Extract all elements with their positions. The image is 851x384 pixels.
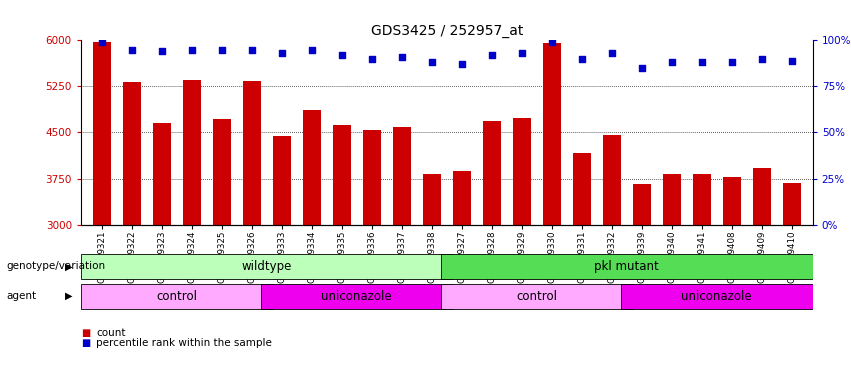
Point	[545, 39, 558, 45]
Bar	[573, 153, 591, 225]
Bar	[183, 79, 201, 225]
Bar	[93, 41, 111, 225]
Point	[215, 46, 229, 53]
Bar	[441, 254, 813, 279]
Point	[635, 65, 648, 71]
Bar	[81, 254, 453, 279]
Text: control: control	[517, 290, 557, 303]
Text: ▶: ▶	[65, 291, 72, 301]
Bar	[153, 123, 171, 225]
Bar	[273, 136, 291, 225]
Text: genotype/variation: genotype/variation	[7, 262, 106, 271]
Bar	[363, 130, 380, 225]
Point	[425, 60, 438, 66]
Point	[725, 60, 739, 66]
Point	[275, 50, 288, 56]
Point	[665, 60, 678, 66]
Point	[245, 46, 259, 53]
Bar	[753, 167, 771, 225]
Bar	[513, 118, 531, 225]
Bar	[543, 43, 561, 225]
Text: uniconazole: uniconazole	[682, 290, 752, 303]
Point	[155, 48, 168, 55]
Text: uniconazole: uniconazole	[322, 290, 392, 303]
Bar	[441, 284, 633, 308]
Bar	[81, 284, 273, 308]
Bar	[603, 135, 620, 225]
Text: wildtype: wildtype	[242, 260, 292, 273]
Point	[785, 58, 798, 64]
Point	[485, 52, 499, 58]
Text: pkl mutant: pkl mutant	[594, 260, 660, 273]
Text: control: control	[157, 290, 197, 303]
Point	[365, 56, 379, 62]
Point	[575, 56, 589, 62]
Bar	[123, 82, 140, 225]
Bar	[783, 183, 801, 225]
Bar	[483, 121, 500, 225]
Bar	[333, 125, 351, 225]
Point	[515, 50, 528, 56]
Point	[335, 52, 349, 58]
Text: count: count	[96, 328, 126, 338]
Point	[305, 46, 318, 53]
Bar	[722, 177, 740, 225]
Bar	[663, 174, 681, 225]
Point	[455, 61, 469, 67]
Bar	[693, 174, 711, 225]
Bar	[213, 119, 231, 225]
Bar	[453, 171, 471, 225]
Text: ■: ■	[81, 328, 90, 338]
Bar	[243, 81, 260, 225]
Bar	[303, 110, 321, 225]
Point	[695, 60, 709, 66]
Point	[185, 46, 198, 53]
Point	[125, 46, 139, 53]
Bar	[260, 284, 453, 308]
Bar	[423, 174, 441, 225]
Text: ■: ■	[81, 338, 90, 348]
Bar	[620, 284, 813, 308]
Point	[95, 39, 109, 45]
Text: percentile rank within the sample: percentile rank within the sample	[96, 338, 272, 348]
Point	[605, 50, 619, 56]
Title: GDS3425 / 252957_at: GDS3425 / 252957_at	[370, 24, 523, 38]
Point	[755, 56, 768, 62]
Bar	[393, 127, 411, 225]
Text: ▶: ▶	[65, 262, 72, 271]
Bar	[633, 184, 651, 225]
Point	[395, 54, 408, 60]
Text: agent: agent	[7, 291, 37, 301]
